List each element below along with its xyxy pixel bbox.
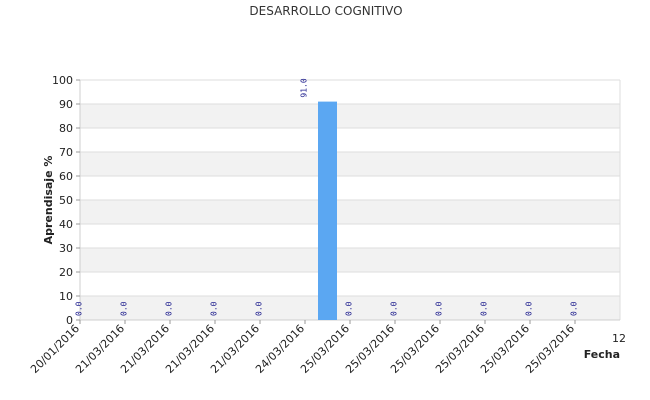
grid-band xyxy=(80,248,620,272)
data-label: 0.0 xyxy=(480,301,489,316)
bar xyxy=(318,101,337,320)
grid-band xyxy=(80,296,620,320)
data-label: 0.0 xyxy=(570,301,579,316)
x-tick-label: 25/03/2016 xyxy=(523,322,577,376)
x-end-tick-label: 12 xyxy=(612,332,626,345)
bars xyxy=(318,101,337,320)
y-tick-label: 60 xyxy=(59,170,73,183)
y-tick-label: 50 xyxy=(59,194,73,207)
chart-title: DESARROLLO COGNITIVO xyxy=(249,4,402,18)
data-label: 0.0 xyxy=(435,301,444,316)
grid-band xyxy=(80,200,620,224)
data-label: 0.0 xyxy=(120,301,129,316)
x-axis-ticks: 20/01/201621/03/201621/03/201621/03/2016… xyxy=(28,320,626,376)
y-tick-label: 70 xyxy=(59,146,73,159)
y-tick-label: 80 xyxy=(59,122,73,135)
y-tick-label: 20 xyxy=(59,266,73,279)
y-tick-label: 100 xyxy=(52,74,73,87)
x-axis-label: Fecha xyxy=(584,348,620,361)
y-tick-label: 30 xyxy=(59,242,73,255)
data-label: 0.0 xyxy=(345,301,354,316)
data-label: 0.0 xyxy=(75,301,84,316)
data-label: 91.0 xyxy=(300,78,309,97)
grid-band xyxy=(80,152,620,176)
data-label: 0.0 xyxy=(390,301,399,316)
y-tick-label: 0 xyxy=(66,314,73,327)
y-tick-label: 40 xyxy=(59,218,73,231)
y-axis-label: Aprendisaje % xyxy=(42,156,55,245)
y-axis-ticks: 0 10 20 30 40 50 60 70 80 90 100 xyxy=(52,74,80,327)
value-labels: 0.0 0.0 0.0 0.0 0.0 91.0 0.0 0.0 0.0 0.0 0.0 0.0 xyxy=(75,78,579,316)
grid-band xyxy=(80,104,620,128)
data-label: 0.0 xyxy=(165,301,174,316)
data-label: 0.0 xyxy=(255,301,264,316)
data-label: 0.0 xyxy=(210,301,219,316)
y-tick-label: 10 xyxy=(59,290,73,303)
y-tick-label: 90 xyxy=(59,98,73,111)
data-label: 0.0 xyxy=(525,301,534,316)
